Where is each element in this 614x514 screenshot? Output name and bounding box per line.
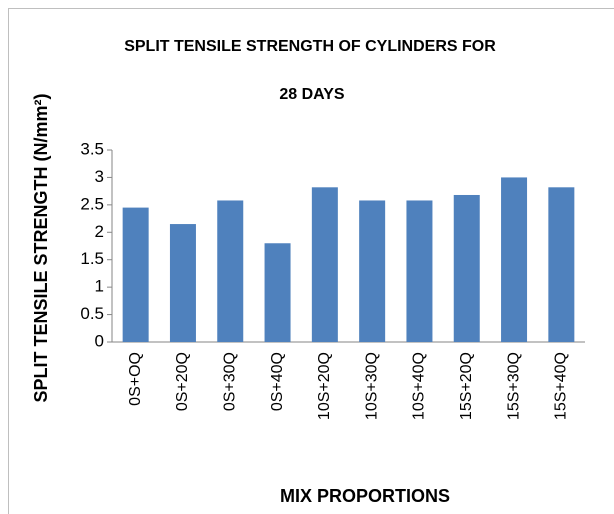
x-tick-label: 15S+30Q [505,352,522,420]
bar [217,200,244,342]
bar [264,243,291,342]
bar [122,207,149,342]
x-tick-label: 0S+40Q [269,352,286,411]
bar [359,200,386,342]
y-tick-label: 0.5 [80,304,104,323]
x-tick-label: 10S+20Q [316,352,333,420]
x-axis-title: MIX PROPORTIONS [280,486,450,506]
x-tick-label: 10S+40Q [411,352,428,420]
y-tick-label: 3 [95,167,104,186]
x-tick-label: 0S+OQ [127,352,144,406]
x-tick-label: 15S+20Q [458,352,475,420]
chart-border [8,8,614,514]
x-tick-label: 0S+20Q [174,352,191,411]
x-tick-label: 10S+30Q [363,352,380,420]
bar [453,194,480,342]
y-tick-label: 3.5 [80,139,104,158]
bar [501,177,528,342]
y-tick-label: 1.5 [80,249,104,268]
chart-title: SPLIT TENSILE STRENGTH OF CYLINDERS FOR [124,38,496,55]
y-axis-title: SPLIT TENSILE STRENGTH (N/mm²) [31,93,51,402]
bar [311,187,338,342]
y-tick-label: 1 [95,277,104,296]
x-tick-label: 15S+40Q [553,352,570,420]
bar [406,200,433,342]
bar [548,187,575,342]
y-tick-label: 2 [95,222,104,241]
y-tick-label: 2.5 [80,194,104,213]
y-tick-label: 0 [95,331,104,350]
bar [169,224,196,342]
chart-subtitle: 28 DAYS [279,86,345,103]
x-tick-label: 0S+30Q [221,352,238,411]
